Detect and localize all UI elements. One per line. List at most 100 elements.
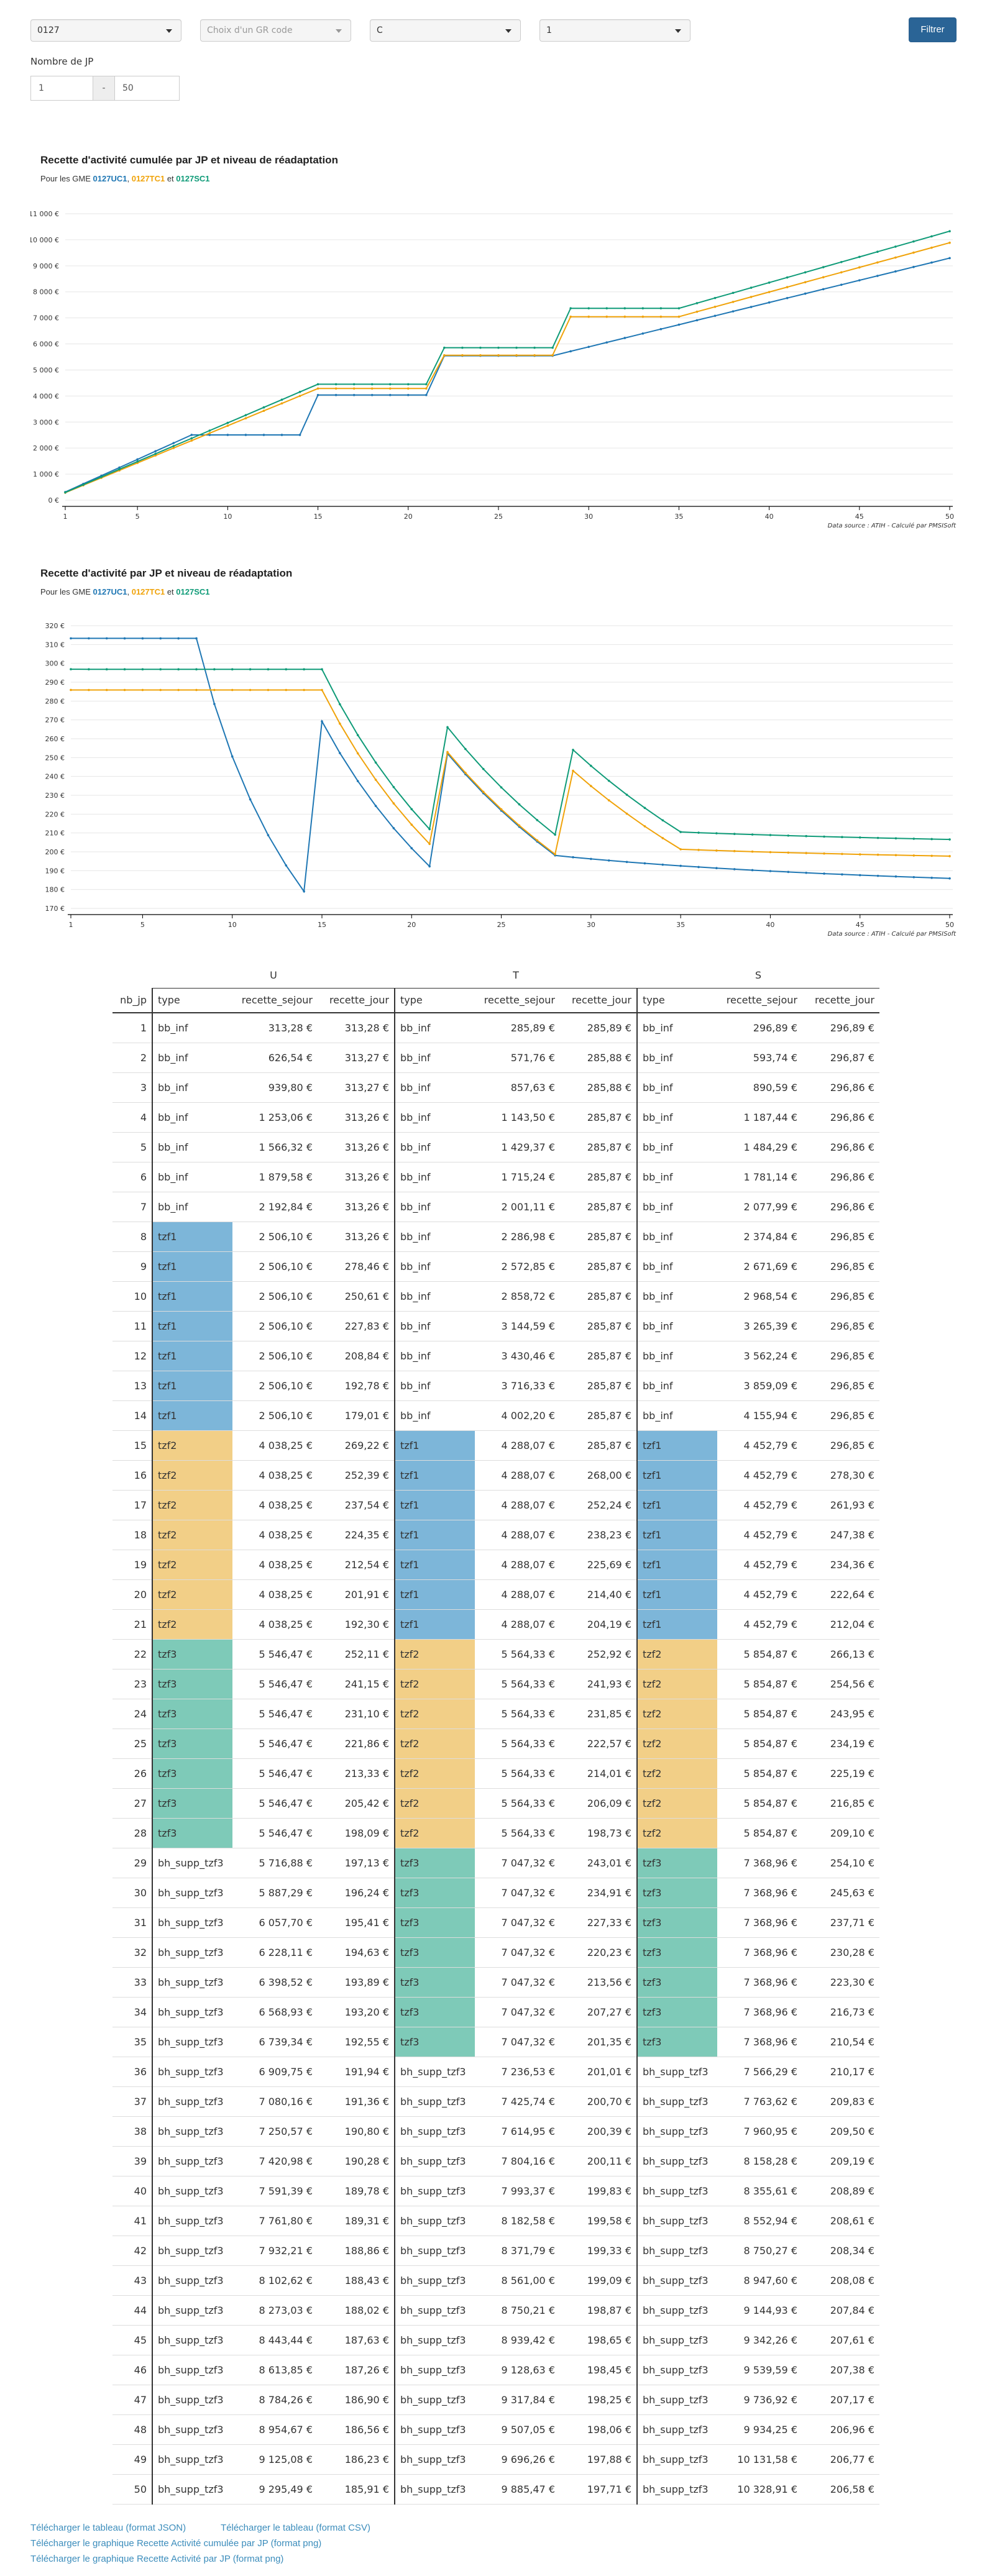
cell-type: bh_supp_tzf3 <box>152 2385 232 2415</box>
cell-recette-jour: 313,26 € <box>318 1102 395 1133</box>
jp-range: 1 - 50 <box>30 76 180 101</box>
cell-recette-sejour: 7 047,32 € <box>475 1967 560 1998</box>
gr-code-select[interactable]: Choix d'un GR code <box>200 19 351 42</box>
cell-recette-jour: 198,45 € <box>560 2355 637 2385</box>
cell-type: bb_inf <box>152 1162 232 1192</box>
cell-recette-jour: 193,20 € <box>318 1997 395 2027</box>
data-point <box>661 863 664 866</box>
cell-nb-jp: 33 <box>112 1967 152 1998</box>
cell-recette-sejour: 626,54 € <box>232 1043 318 1073</box>
cell-recette-sejour: 10 328,91 € <box>717 2474 802 2505</box>
download-png-cumul-link[interactable]: Télécharger le graphique Recette Activit… <box>30 2538 322 2549</box>
cell-recette-sejour: 1 484,29 € <box>717 1132 802 1162</box>
x-tick-label: 25 <box>494 513 503 521</box>
data-point <box>267 688 270 692</box>
data-point <box>190 434 193 436</box>
cell-recette-sejour: 1 566,32 € <box>232 1132 318 1162</box>
data-point <box>786 276 789 279</box>
download-png-jp-link[interactable]: Télécharger le graphique Recette Activit… <box>30 2554 284 2564</box>
data-point <box>249 688 252 692</box>
cell-recette-jour: 199,33 € <box>560 2236 637 2266</box>
data-point <box>267 668 270 671</box>
cell-recette-sejour: 5 716,88 € <box>232 1848 318 1878</box>
gme-root-select[interactable]: 0127 <box>30 19 181 42</box>
cell-nb-jp: 29 <box>112 1848 152 1878</box>
cell-recette-jour: 225,19 € <box>802 1758 879 1789</box>
cell-type: bb_inf <box>636 1251 717 1282</box>
cell-recette-jour: 212,04 € <box>802 1609 879 1640</box>
filter-button[interactable]: Filtrer <box>909 17 957 42</box>
data-point <box>370 393 374 396</box>
jp-min-input[interactable]: 1 <box>30 76 93 101</box>
x-tick-label: 5 <box>135 513 140 521</box>
cell-nb-jp: 16 <box>112 1460 152 1491</box>
cell-recette-jour: 200,11 € <box>560 2146 637 2176</box>
jp-max-input[interactable]: 50 <box>114 76 180 101</box>
cell-type: bb_inf <box>394 1341 475 1371</box>
data-point <box>804 292 807 295</box>
cell-nb-jp: 34 <box>112 1997 152 2027</box>
cell-type: tzf1 <box>394 1579 475 1610</box>
severity-select[interactable]: C <box>370 19 521 42</box>
cell-recette-sejour: 2 192,84 € <box>232 1192 318 1222</box>
cell-recette-jour: 207,38 € <box>802 2355 879 2385</box>
cell-recette-jour: 247,38 € <box>802 1520 879 1550</box>
cell-nb-jp: 19 <box>112 1550 152 1580</box>
data-point <box>410 823 413 826</box>
cell-type: bh_supp_tzf3 <box>152 2206 232 2236</box>
cell-recette-sejour: 7 047,32 € <box>475 1937 560 1968</box>
y-tick-label: 3 000 € <box>33 418 59 426</box>
data-point <box>605 307 608 309</box>
cell-type: tzf2 <box>636 1699 717 1729</box>
cell-recette-sejour: 5 546,47 € <box>232 1669 318 1699</box>
cell-recette-sejour: 8 750,27 € <box>717 2236 802 2266</box>
download-json-link[interactable]: Télécharger le tableau (format JSON) <box>30 2523 186 2533</box>
cell-recette-sejour: 7 614,95 € <box>475 2116 560 2147</box>
data-point <box>572 769 574 772</box>
level-select[interactable]: 1 <box>539 19 691 42</box>
data-point <box>123 688 126 692</box>
data-point <box>231 755 234 758</box>
cell-recette-jour: 285,88 € <box>560 1072 637 1103</box>
table-row: 9 tzf1 2 506,10 €278,46 € bb_inf 2 572,85 €2… <box>112 1251 879 1282</box>
cell-nb-jp: 42 <box>112 2236 152 2266</box>
cell-type: bh_supp_tzf3 <box>152 2236 232 2266</box>
cell-recette-sejour: 3 859,09 € <box>717 1371 802 1401</box>
table-row: 20 tzf2 4 038,25 €201,91 € tzf1 4 288,07 €21… <box>112 1579 879 1610</box>
cell-nb-jp: 23 <box>112 1669 152 1699</box>
cell-type: bh_supp_tzf3 <box>636 2146 717 2176</box>
cell-recette-jour: 313,27 € <box>318 1072 395 1103</box>
table-row: 35 bh_supp_tzf3 6 739,34 €192,55 € tzf3 7 04… <box>112 2027 879 2057</box>
data-point <box>374 805 377 807</box>
level-value: 1 <box>546 25 552 35</box>
cell-nb-jp: 30 <box>112 1878 152 1908</box>
cell-type: tzf3 <box>152 1788 232 1819</box>
cell-recette-sejour: 4 038,25 € <box>232 1609 318 1640</box>
cell-recette-sejour: 2 506,10 € <box>232 1371 318 1401</box>
cell-recette-jour: 254,56 € <box>802 1669 879 1699</box>
data-point <box>172 445 175 447</box>
series-line-0127TC1 <box>65 242 950 493</box>
cell-recette-sejour: 7 932,21 € <box>232 2236 318 2266</box>
cell-recette-sejour: 8 750,21 € <box>475 2295 560 2326</box>
table-row: 1 bb_inf 313,28 €313,28 € bb_inf 285,89 €285… <box>112 1013 879 1043</box>
cell-recette-sejour: 4 038,25 € <box>232 1550 318 1580</box>
download-csv-link[interactable]: Télécharger le tableau (format CSV) <box>221 2523 370 2533</box>
cell-recette-jour: 209,83 € <box>802 2086 879 2117</box>
cell-recette-sejour: 2 572,85 € <box>475 1251 560 1282</box>
cell-type: tzf2 <box>636 1639 717 1669</box>
data-point <box>894 256 897 259</box>
table-row: 31 bh_supp_tzf3 6 057,70 €195,41 € tzf3 7 04… <box>112 1907 879 1938</box>
cell-recette-jour: 222,57 € <box>560 1729 637 1759</box>
data-point <box>804 281 807 283</box>
cell-type: tzf2 <box>152 1579 232 1610</box>
data-point <box>769 870 772 872</box>
cell-type: tzf1 <box>152 1341 232 1371</box>
table-row: 17 tzf2 4 038,25 €237,54 € tzf1 4 288,07 €25… <box>112 1490 879 1520</box>
cell-recette-jour: 213,33 € <box>318 1758 395 1789</box>
x-tick-label: 10 <box>228 921 237 929</box>
cell-recette-jour: 199,09 € <box>560 2265 637 2296</box>
data-point <box>464 772 467 774</box>
data-point <box>876 261 879 264</box>
cumulative-chart-svg: 0 € 1 000 € 2 000 € 3 000 € 4 000 € 5 000 € 6 … <box>30 210 957 529</box>
